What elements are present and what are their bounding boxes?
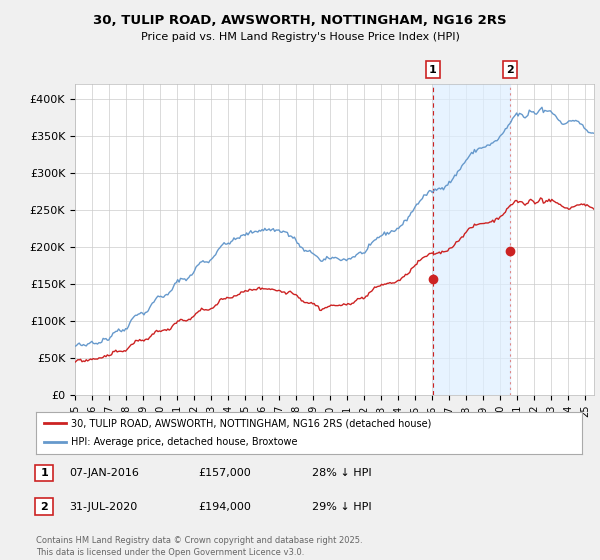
- Text: 1: 1: [429, 64, 437, 74]
- Text: 2: 2: [41, 502, 48, 511]
- Text: 30, TULIP ROAD, AWSWORTH, NOTTINGHAM, NG16 2RS: 30, TULIP ROAD, AWSWORTH, NOTTINGHAM, NG…: [93, 14, 507, 27]
- Text: 30, TULIP ROAD, AWSWORTH, NOTTINGHAM, NG16 2RS (detached house): 30, TULIP ROAD, AWSWORTH, NOTTINGHAM, NG…: [71, 418, 432, 428]
- Text: Price paid vs. HM Land Registry's House Price Index (HPI): Price paid vs. HM Land Registry's House …: [140, 32, 460, 43]
- Text: HPI: Average price, detached house, Broxtowe: HPI: Average price, detached house, Brox…: [71, 437, 298, 447]
- Text: £194,000: £194,000: [198, 502, 251, 511]
- Text: 28% ↓ HPI: 28% ↓ HPI: [312, 468, 371, 478]
- Text: Contains HM Land Registry data © Crown copyright and database right 2025.
This d: Contains HM Land Registry data © Crown c…: [36, 536, 362, 557]
- Text: 31-JUL-2020: 31-JUL-2020: [69, 502, 137, 511]
- Text: 29% ↓ HPI: 29% ↓ HPI: [312, 502, 371, 511]
- Text: 1: 1: [41, 468, 48, 478]
- Text: £157,000: £157,000: [198, 468, 251, 478]
- Text: 07-JAN-2016: 07-JAN-2016: [69, 468, 139, 478]
- Text: 2: 2: [506, 64, 514, 74]
- Bar: [433, 84, 510, 395]
